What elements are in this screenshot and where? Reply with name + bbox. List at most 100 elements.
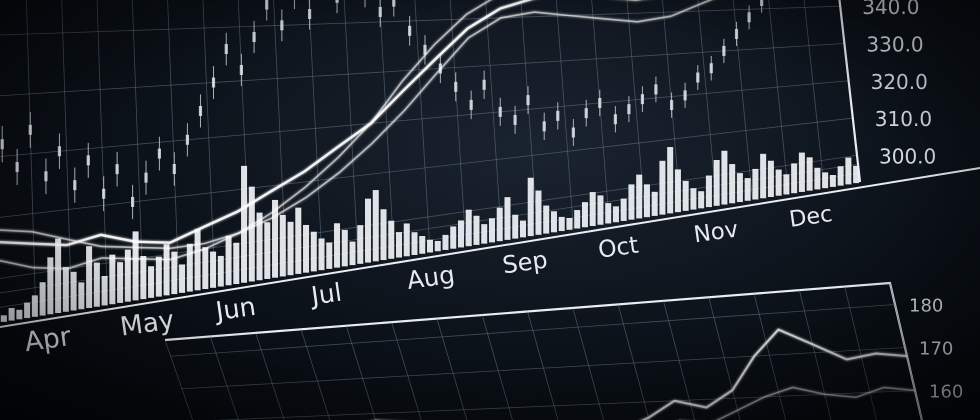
grid-line [591, 0, 610, 223]
volume-bar [442, 234, 449, 250]
candle-body [131, 196, 135, 207]
candle-body [28, 124, 32, 135]
x-tick-label: May [118, 305, 176, 342]
grid-line [485, 0, 503, 241]
grid-line [0, 43, 845, 97]
candle-body [722, 45, 726, 56]
candle-body [696, 72, 700, 83]
y-tick-label: 180 [909, 296, 943, 317]
volume-bar [8, 308, 15, 321]
volume-bar [744, 178, 751, 201]
y-tick-label: 170 [919, 339, 953, 360]
y-tick-label: 310.0 [875, 107, 932, 131]
grid-line [300, 329, 331, 420]
volume-bar [450, 226, 457, 249]
volume-bar [667, 147, 674, 214]
trend-line [0, 0, 533, 247]
candle-body [252, 32, 256, 43]
candle-body [571, 127, 575, 138]
volume-bar [55, 238, 62, 314]
grid-line [164, 339, 194, 420]
grid-line [26, 0, 37, 317]
series-line [374, 328, 908, 420]
series-line [679, 386, 916, 420]
x-tick-label: Jun [212, 292, 258, 328]
grid-line [0, 80, 849, 157]
x-tick-label: Dec [788, 201, 834, 233]
volume-bar [24, 302, 31, 319]
volume-bar [589, 192, 596, 227]
candle-body [102, 188, 106, 199]
volume-bar [295, 207, 302, 274]
volume-bar [341, 229, 348, 267]
y-tick-label: 320.0 [871, 70, 928, 94]
grid-line [255, 332, 285, 420]
grid-line [753, 293, 786, 420]
candle-body [669, 100, 674, 111]
candle-body [526, 95, 530, 106]
volume-bar [729, 164, 736, 204]
candle-body [498, 106, 502, 117]
volume-bar [581, 202, 588, 228]
grid-line [768, 0, 789, 194]
candle-body [280, 20, 284, 31]
candle-body [265, 0, 269, 10]
volume-bar [78, 282, 85, 310]
volume-bar [527, 177, 534, 237]
candle-body [613, 114, 617, 125]
volume-bar [140, 255, 147, 300]
candle-body [185, 134, 190, 145]
volume-bar [488, 218, 495, 243]
volume-bar [829, 175, 836, 187]
volume-bar [674, 169, 681, 213]
volume-bar [318, 238, 325, 271]
volume-bar [70, 271, 77, 311]
volume-bar [806, 157, 813, 191]
volume-bar [194, 228, 201, 291]
candle-body [198, 105, 203, 116]
volume-bar [643, 184, 650, 218]
volume-bar [287, 221, 294, 276]
candle-body [211, 77, 216, 88]
volume-bar [620, 198, 627, 221]
volume-bar [853, 165, 860, 184]
candle-body [683, 90, 687, 101]
candle-body [709, 63, 713, 74]
volume-bar [767, 160, 774, 197]
volume-bar [411, 232, 418, 256]
volume-bar [380, 209, 387, 261]
volume-bar [86, 246, 93, 308]
candle-body [482, 79, 486, 90]
volume-bar [783, 174, 790, 195]
grid-line [414, 0, 431, 253]
upper-price-chart: Apr May Jun Jul Aug Sep Oct Nov Dec 300.0 310.0 320… [0, 0, 980, 358]
volume-bar [186, 243, 193, 292]
volume-bar [760, 153, 767, 199]
volume-bar [713, 159, 720, 206]
volume-bar [558, 216, 565, 232]
volume-bar [845, 157, 852, 185]
candle-body [115, 164, 119, 175]
candle-body [627, 104, 631, 115]
grid-line [181, 347, 906, 390]
candle-body [44, 171, 48, 182]
candle-body [513, 114, 517, 125]
volume-bar [605, 203, 612, 224]
volume-bar [310, 231, 317, 272]
y-tick-label: 160 [929, 382, 963, 403]
grid-line [391, 322, 422, 420]
candle-body [584, 108, 588, 119]
grid-line [697, 0, 718, 206]
volume-bar [62, 267, 69, 312]
candle-body [0, 139, 4, 150]
y-axis-line [838, 0, 862, 183]
volume-bar [326, 242, 333, 269]
volume-bar [16, 309, 23, 320]
volume-bar [636, 174, 643, 219]
volume-bar [0, 315, 7, 322]
volume-bar [117, 262, 124, 303]
candle-body [392, 0, 396, 7]
y-tick-label: 330.0 [866, 32, 923, 56]
